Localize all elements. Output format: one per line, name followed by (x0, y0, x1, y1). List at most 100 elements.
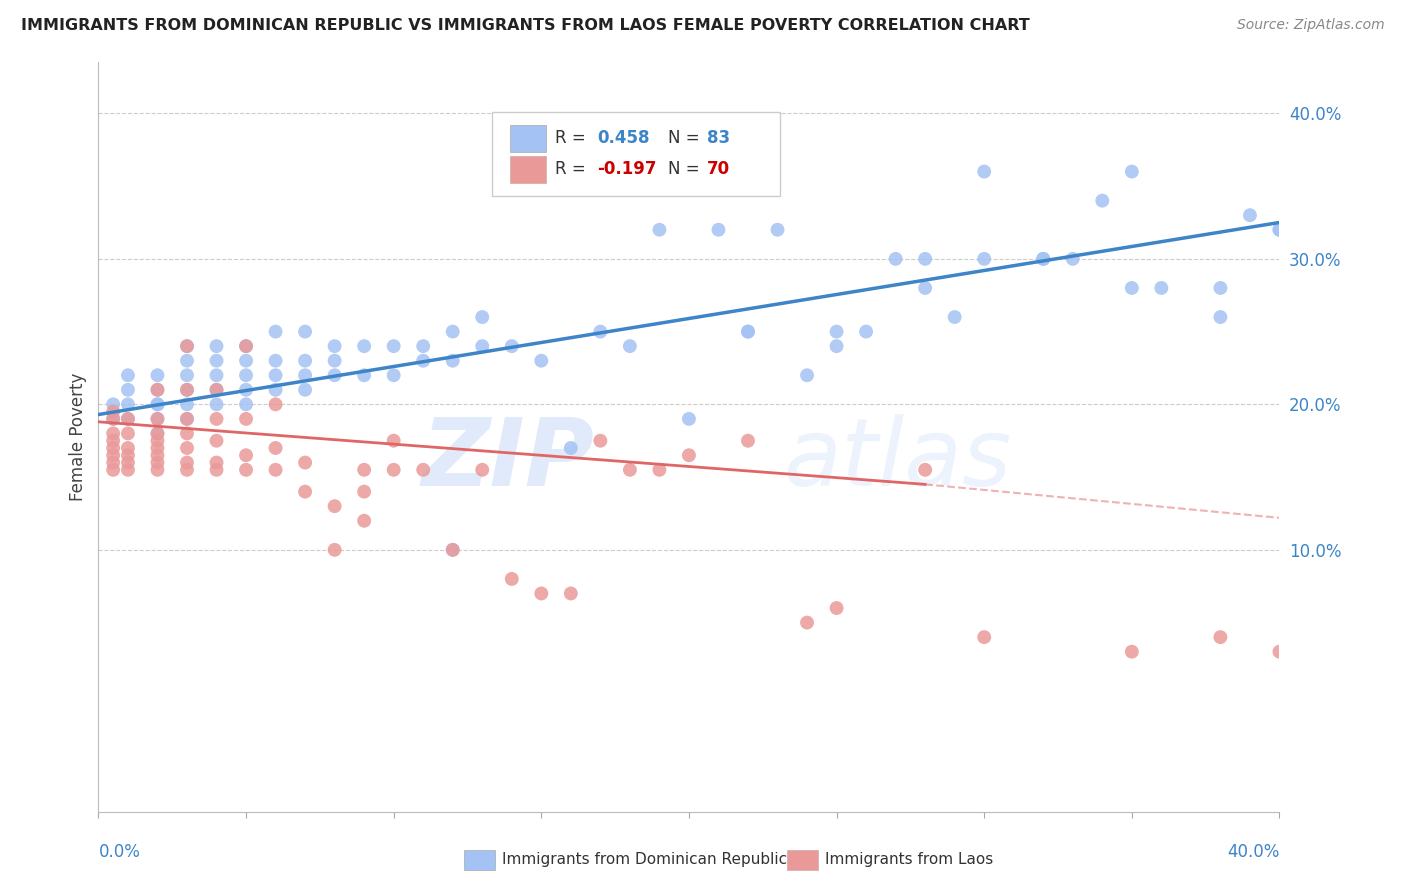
Point (264, 441, 287, 455)
Point (103, 456, 125, 470)
Point (205, 463, 228, 477)
Point (323, 353, 346, 368)
Point (560, 441, 582, 455)
Point (235, 397, 257, 411)
Point (323, 368, 346, 383)
Point (264, 368, 287, 383)
Point (648, 223, 671, 237)
Point (176, 441, 198, 455)
Point (294, 353, 316, 368)
Point (855, 325, 877, 339)
Point (117, 383, 139, 397)
Point (825, 601, 848, 615)
Point (382, 463, 405, 477)
Point (707, 223, 730, 237)
Text: Immigrants from Laos: Immigrants from Laos (825, 853, 994, 867)
Point (560, 586, 582, 600)
Point (441, 353, 464, 368)
Text: 70: 70 (707, 161, 730, 178)
Point (412, 353, 434, 368)
Point (205, 383, 228, 397)
Point (471, 310, 494, 324)
Point (323, 499, 346, 513)
Point (1209, 630, 1232, 644)
Point (176, 397, 198, 411)
Point (353, 514, 375, 528)
Point (235, 339, 257, 353)
Point (796, 615, 818, 630)
Point (294, 484, 316, 499)
Point (146, 448, 169, 462)
Point (973, 630, 995, 644)
Point (471, 339, 494, 353)
Point (146, 383, 169, 397)
Point (146, 412, 169, 426)
Point (1091, 194, 1114, 208)
Point (323, 339, 346, 353)
Point (176, 383, 198, 397)
Point (117, 412, 139, 426)
Point (235, 383, 257, 397)
Point (412, 339, 434, 353)
Point (353, 463, 375, 477)
Point (914, 252, 936, 266)
Point (1062, 252, 1084, 266)
Text: 83: 83 (707, 129, 730, 147)
Text: 0.458: 0.458 (598, 129, 650, 147)
Point (441, 542, 464, 557)
Point (619, 463, 641, 477)
Point (205, 456, 228, 470)
Point (589, 325, 612, 339)
Point (796, 368, 818, 383)
Point (235, 463, 257, 477)
Point (205, 412, 228, 426)
Point (146, 463, 169, 477)
Point (235, 368, 257, 383)
Point (825, 325, 848, 339)
Point (1121, 645, 1143, 659)
Point (412, 463, 434, 477)
Point (205, 368, 228, 383)
Text: N =: N = (668, 161, 704, 178)
Point (103, 426, 125, 441)
Text: ZIP: ZIP (422, 414, 595, 506)
Point (1209, 310, 1232, 324)
Point (235, 412, 257, 426)
Point (441, 325, 464, 339)
Point (205, 339, 228, 353)
Point (176, 339, 198, 353)
Text: Source: ZipAtlas.com: Source: ZipAtlas.com (1237, 18, 1385, 32)
Point (146, 383, 169, 397)
Point (471, 463, 494, 477)
Point (884, 252, 907, 266)
Point (323, 542, 346, 557)
Point (825, 339, 848, 353)
Point (619, 339, 641, 353)
Text: 40.0%: 40.0% (1227, 843, 1279, 861)
Point (1121, 164, 1143, 178)
Text: -0.197: -0.197 (598, 161, 657, 178)
Point (146, 434, 169, 448)
Point (176, 353, 198, 368)
Text: R =: R = (555, 161, 592, 178)
Point (1268, 223, 1291, 237)
Point (146, 456, 169, 470)
Point (146, 441, 169, 455)
Point (294, 325, 316, 339)
Point (235, 353, 257, 368)
Point (294, 383, 316, 397)
Point (1121, 281, 1143, 295)
Point (589, 434, 612, 448)
Point (737, 325, 759, 339)
Point (176, 463, 198, 477)
Point (176, 339, 198, 353)
Point (264, 397, 287, 411)
Point (103, 404, 125, 418)
Point (501, 339, 523, 353)
Point (1268, 645, 1291, 659)
Point (678, 448, 700, 462)
Point (176, 368, 198, 383)
Point (146, 426, 169, 441)
Point (117, 441, 139, 455)
Point (146, 426, 169, 441)
